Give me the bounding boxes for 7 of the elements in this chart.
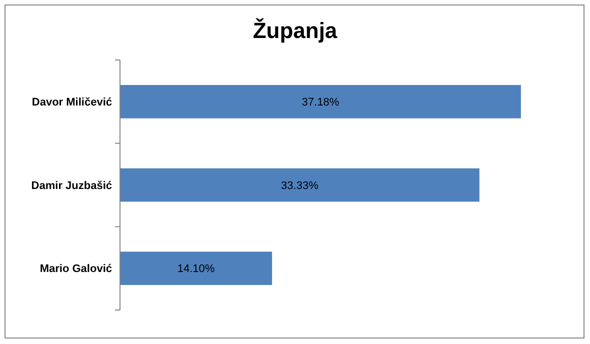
y-tick-label: Damir Juzbašić: [31, 180, 112, 192]
y-tick-label: Davor Miličević: [32, 96, 112, 109]
data-label: 14.10%: [177, 263, 215, 276]
y-tick-label: Mario Galović: [40, 263, 112, 276]
data-label: 37.18%: [302, 96, 340, 109]
chart-title: Županja: [252, 18, 338, 43]
data-label: 33.33%: [281, 180, 319, 192]
